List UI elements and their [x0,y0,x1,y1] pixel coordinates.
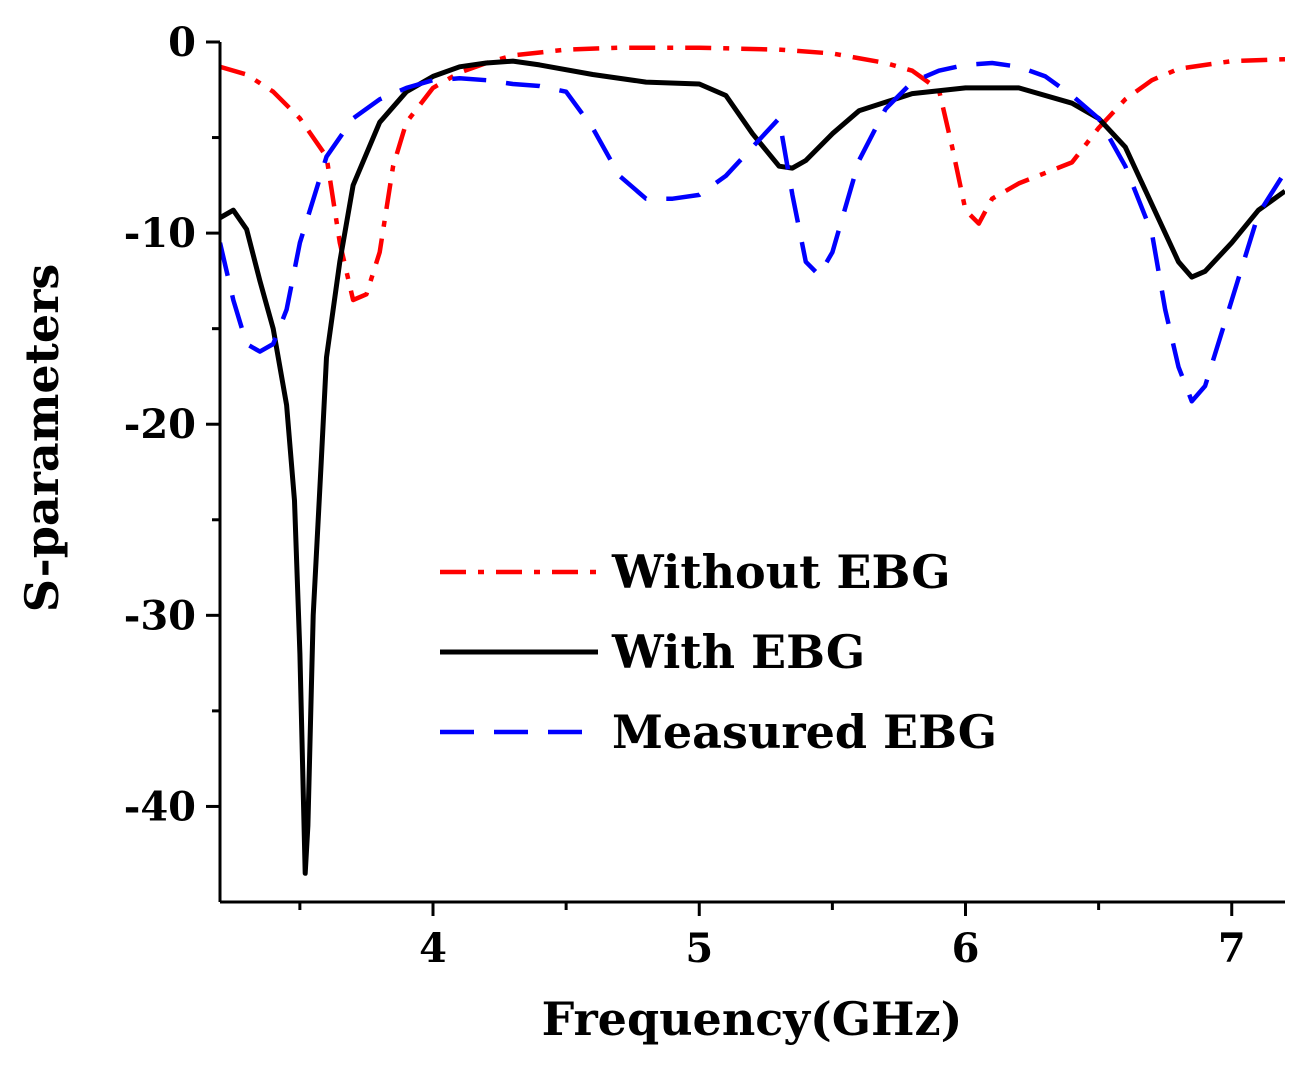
y-tick-label: 0 [168,19,196,66]
y-tick-label: -30 [124,592,196,639]
axes [218,42,1285,904]
y-tick-label: -20 [124,401,196,448]
y-tick-label: -40 [124,783,196,830]
plot-area [220,45,1285,876]
series-line-without-ebg [220,45,1285,303]
x-axis-title: Frequency(GHz) [542,992,963,1046]
series-line-with-ebg [220,58,1285,876]
series-line-measured-ebg [220,60,1285,404]
legend-label-with-ebg: With EBG [611,625,865,679]
legend-label-measured-ebg: Measured EBG [612,705,997,759]
y-tick-label: -10 [124,210,196,257]
ticks: 4 5 6 7 0 -10 -20 -30 -40 [124,19,1246,972]
x-tick-label: 4 [419,925,447,972]
x-tick-label: 5 [685,925,713,972]
legend: Without EBG With EBG Measured EBG [440,545,997,759]
x-tick-label: 7 [1218,925,1246,972]
legend-label-without-ebg: Without EBG [611,545,951,599]
x-tick-label: 6 [952,925,980,972]
y-axis-title: S-parameters [15,264,69,613]
